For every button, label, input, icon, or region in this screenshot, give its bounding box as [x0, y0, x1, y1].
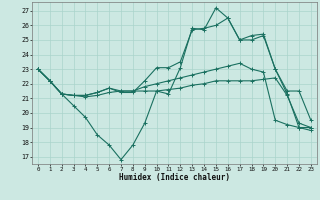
X-axis label: Humidex (Indice chaleur): Humidex (Indice chaleur) [119, 173, 230, 182]
